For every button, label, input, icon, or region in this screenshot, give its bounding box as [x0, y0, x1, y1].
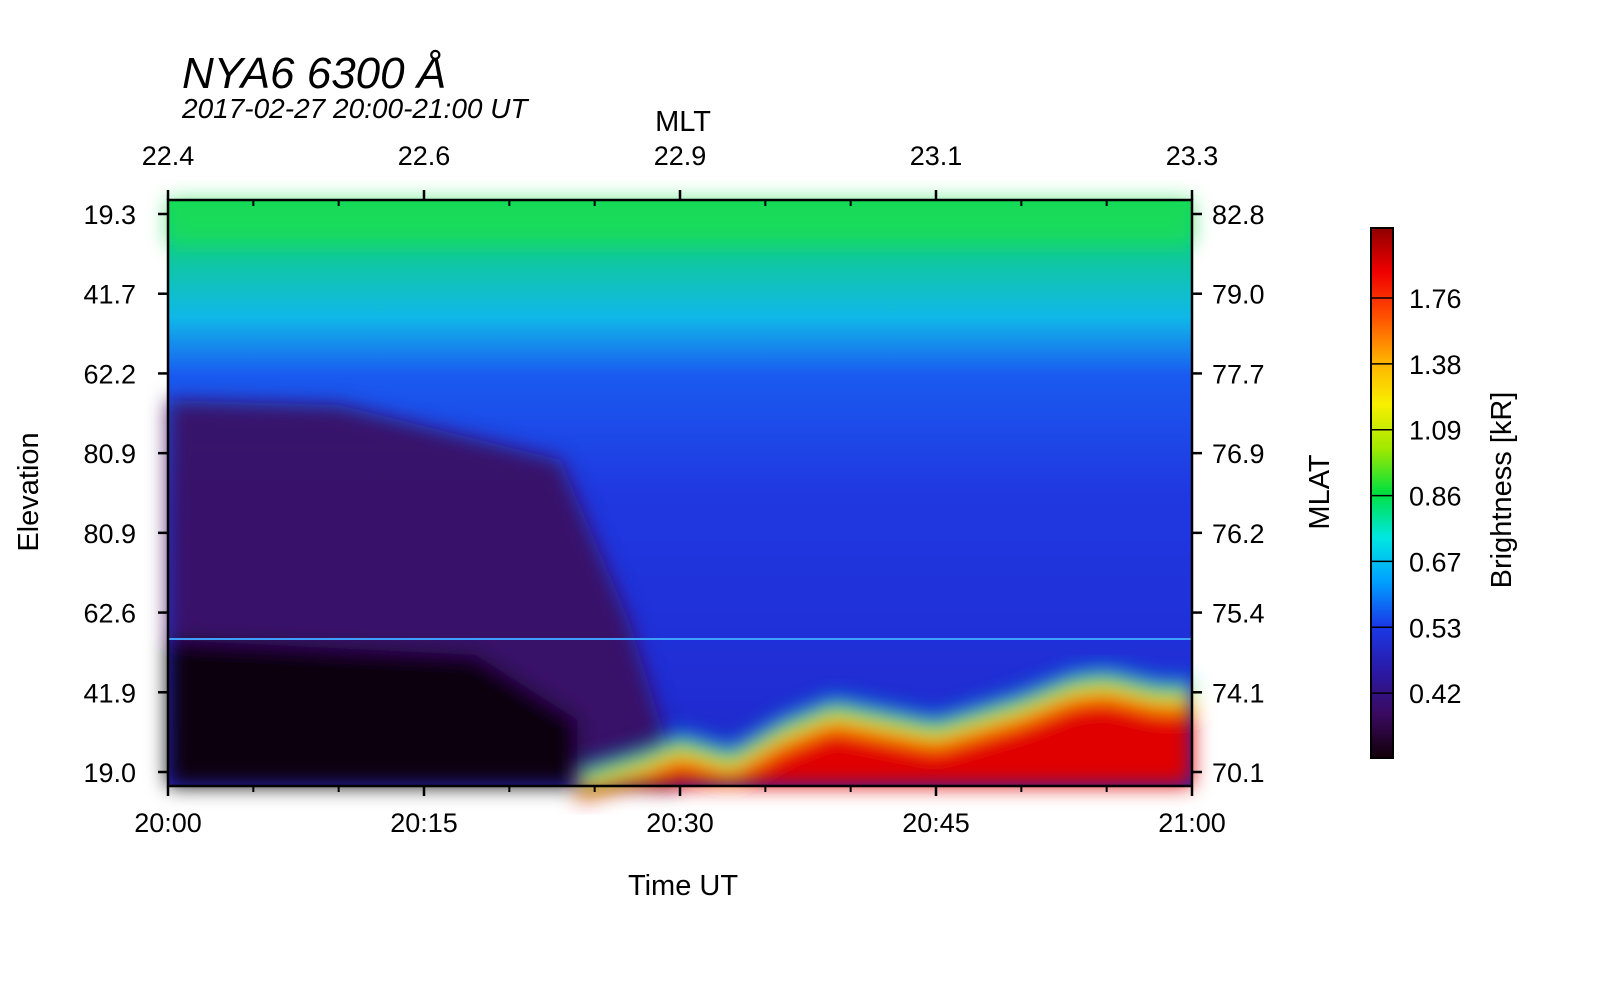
left-tick-label: 62.2	[83, 359, 136, 389]
colorbar-tick-label: 1.76	[1409, 284, 1462, 314]
x-tick-label: 20:45	[902, 808, 970, 838]
top-tick-label: 22.9	[654, 141, 707, 171]
right-tick-label: 75.4	[1212, 599, 1265, 629]
colorbar-tick-label: 0.42	[1409, 679, 1462, 709]
colorbar: 1.76 1.38 1.09 0.86 0.67 0.53 0.42	[1370, 227, 1462, 759]
green-band	[168, 200, 1192, 245]
top-tick-label: 23.3	[1166, 141, 1219, 171]
axes: 20:00 22.4 20:15 22.6 20:30 22.9 20:45 23.1 21:0…	[83, 141, 1264, 838]
right-axis-label: MLAT	[1304, 454, 1336, 529]
right-tick-label: 77.7	[1212, 359, 1265, 389]
right-tick-label: 70.1	[1212, 758, 1265, 788]
heatmap-plot-area	[168, 200, 1192, 801]
top-tick-label: 22.4	[142, 141, 195, 171]
left-tick-label: 80.9	[83, 439, 136, 469]
right-tick-label: 76.9	[1212, 439, 1265, 469]
x-tick-label: 20:15	[390, 808, 458, 838]
right-tick-label: 76.2	[1212, 519, 1265, 549]
colorbar-tick-label: 0.86	[1409, 482, 1462, 512]
colorbar-tick-label: 1.09	[1409, 416, 1462, 446]
x-axis-label: Time UT	[628, 870, 738, 902]
x-tick-label: 20:30	[646, 808, 714, 838]
chart-title: NYA6 6300 Å	[182, 49, 446, 98]
heatmap-features	[168, 200, 1192, 786]
colorbar-tick-label: 1.38	[1409, 350, 1462, 380]
red-emission	[577, 668, 1192, 801]
y-axis-label: Elevation	[13, 432, 45, 551]
left-tick-label: 80.9	[83, 519, 136, 549]
left-tick-label: 41.9	[83, 678, 136, 708]
right-tick-label: 79.0	[1212, 280, 1265, 310]
right-tick-label: 82.8	[1212, 200, 1265, 230]
x-tick-label: 21:00	[1158, 808, 1226, 838]
chart-subtitle: 2017-02-27 20:00-21:00 UT	[181, 93, 529, 124]
right-tick-label: 74.1	[1212, 678, 1265, 708]
top-axis-label: MLT	[655, 106, 711, 138]
colorbar-gradient	[1370, 227, 1394, 759]
top-tick-label: 23.1	[910, 141, 963, 171]
colorbar-tick-label: 0.53	[1409, 613, 1462, 643]
colorbar-label: Brightness [kR]	[1486, 392, 1518, 589]
x-tick-label: 20:00	[134, 808, 202, 838]
left-tick-label: 19.3	[83, 200, 136, 230]
left-tick-label: 41.7	[83, 280, 136, 310]
colorbar-tick-label: 0.67	[1409, 547, 1462, 577]
left-tick-label: 19.0	[83, 758, 136, 788]
top-tick-label: 22.6	[398, 141, 451, 171]
left-tick-label: 62.6	[83, 599, 136, 629]
dark-region	[168, 640, 578, 786]
